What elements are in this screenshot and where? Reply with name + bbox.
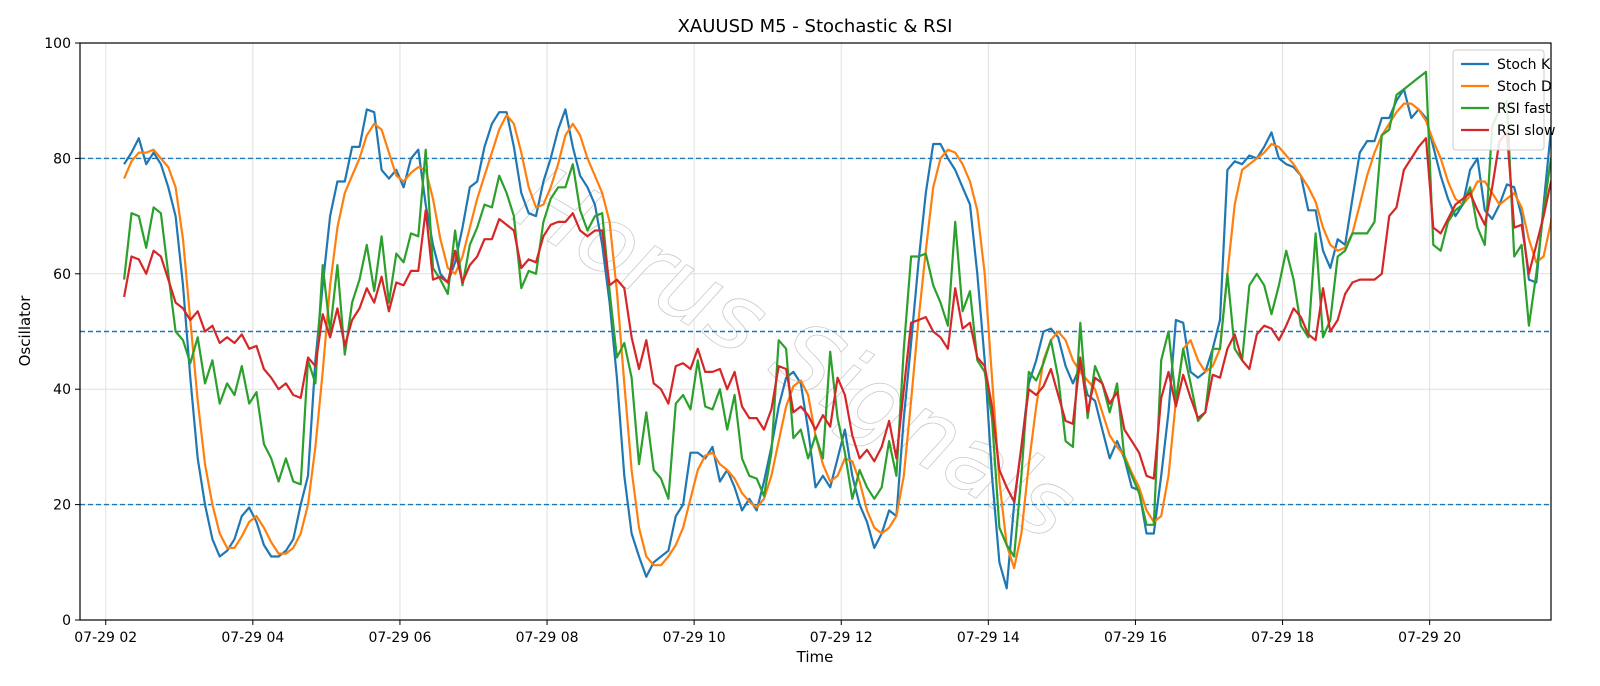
legend-label: Stoch D (1497, 79, 1552, 95)
chart-title: XAUUSD M5 - Stochastic & RSI (678, 16, 953, 37)
y-axis-label: Oscillator (16, 295, 34, 367)
y-tick-label: 20 (53, 498, 71, 514)
x-tick-label: 07-29 18 (1251, 630, 1314, 646)
x-tick-label: 07-29 04 (221, 630, 284, 646)
plot-frame (79, 42, 1552, 621)
x-tick-label: 07-29 12 (810, 630, 873, 646)
x-axis-label: Time (796, 648, 834, 666)
x-tick-label: 07-29 20 (1398, 630, 1461, 646)
x-tick-label: 07-29 10 (663, 630, 726, 646)
legend: Stoch K Stoch D RSI fast RSI slow (1452, 49, 1555, 151)
y-tick-label: 40 (53, 382, 71, 398)
x-tick-label: 07-29 08 (516, 630, 579, 646)
legend-label: RSI slow (1497, 123, 1555, 139)
series-line-rsi-slow (123, 131, 1551, 503)
axis-ticks: 07-29 02 07-29 04 07-29 06 07-29 08 07-29 10… (44, 36, 1461, 646)
legend-label: Stoch K (1497, 57, 1551, 73)
y-tick-label: 100 (44, 36, 71, 52)
x-tick-label: 07-29 16 (1104, 630, 1167, 646)
x-tick-label: 07-29 06 (368, 630, 431, 646)
series-line-rsi-fast (123, 70, 1551, 558)
series-lines (123, 70, 1551, 590)
series-line-stoch-d (123, 102, 1551, 570)
legend-box (1452, 49, 1545, 151)
y-tick-label: 0 (62, 613, 71, 629)
y-tick-label: 60 (53, 267, 71, 283)
x-tick-label: 07-29 02 (74, 630, 137, 646)
legend-label: RSI fast (1497, 101, 1551, 117)
y-tick-label: 80 (53, 151, 71, 167)
x-tick-label: 07-29 14 (957, 630, 1020, 646)
